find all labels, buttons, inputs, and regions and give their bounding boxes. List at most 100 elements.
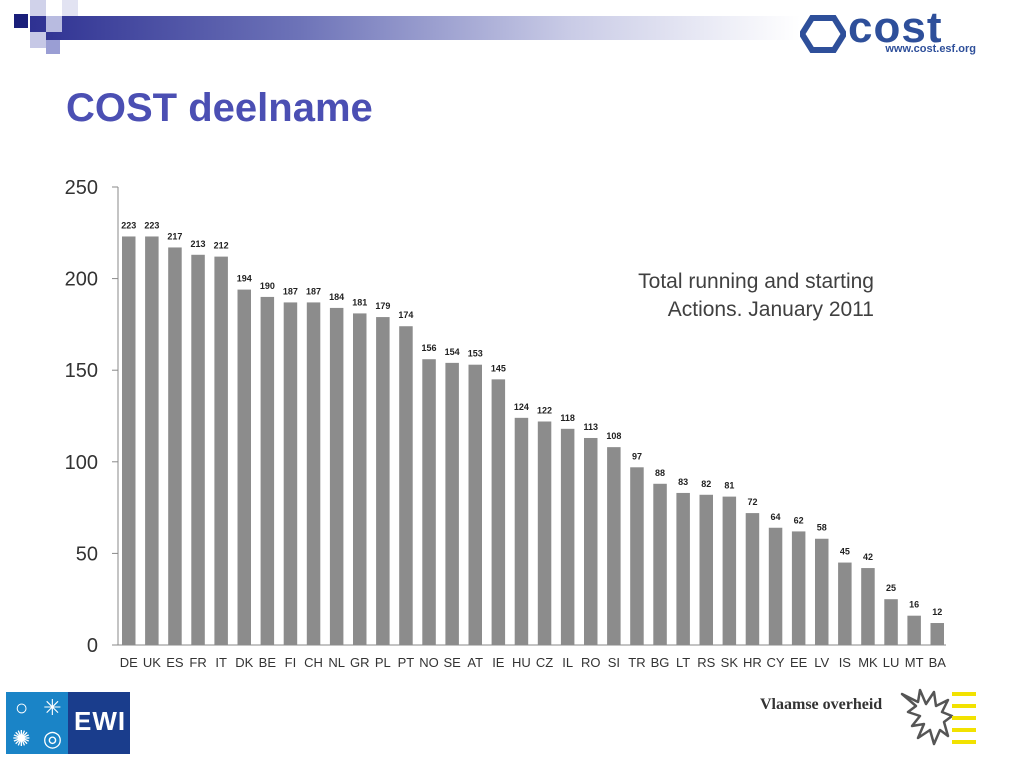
bar bbox=[676, 492, 690, 645]
category-label: UK bbox=[143, 655, 161, 670]
category-label: SE bbox=[443, 655, 461, 670]
category-label: GR bbox=[350, 655, 370, 670]
bar-value-label: 82 bbox=[701, 479, 711, 489]
bar-value-label: 212 bbox=[214, 241, 229, 251]
header-square bbox=[62, 0, 78, 16]
bar bbox=[399, 326, 413, 645]
bar-value-label: 62 bbox=[794, 515, 804, 525]
bar bbox=[468, 364, 482, 645]
ewi-logo: ○ ✳ ✺ ◎ EWI bbox=[6, 692, 130, 754]
category-label: FR bbox=[189, 655, 206, 670]
category-label: LV bbox=[814, 655, 829, 670]
y-tick-label: 250 bbox=[65, 177, 98, 199]
header-square bbox=[30, 32, 46, 48]
bar-value-label: 83 bbox=[678, 477, 688, 487]
bar-value-label: 58 bbox=[817, 523, 827, 533]
category-label: PL bbox=[375, 655, 391, 670]
y-tick-label: 0 bbox=[87, 635, 98, 657]
vlaamse-overheid-text: Vlaamse overheid bbox=[760, 696, 883, 713]
category-label: NO bbox=[419, 655, 439, 670]
bar bbox=[260, 296, 275, 645]
category-label: FI bbox=[285, 655, 297, 670]
bar bbox=[699, 494, 713, 645]
category-label: IS bbox=[839, 655, 852, 670]
annotation-line-1: Total running and starting bbox=[638, 270, 874, 293]
bar bbox=[838, 562, 852, 645]
category-label: RS bbox=[697, 655, 715, 670]
bar-value-label: 174 bbox=[398, 310, 413, 320]
bar bbox=[607, 447, 621, 645]
bar-value-label: 88 bbox=[655, 468, 665, 478]
header-square bbox=[30, 0, 46, 16]
bar bbox=[861, 568, 875, 645]
bar-value-label: 72 bbox=[747, 497, 757, 507]
bar-value-label: 156 bbox=[422, 343, 437, 353]
y-tick-label: 150 bbox=[65, 360, 98, 382]
flemish-lion-icon bbox=[900, 688, 954, 746]
category-label: BG bbox=[651, 655, 670, 670]
bar bbox=[815, 538, 829, 645]
bar-value-label: 223 bbox=[121, 220, 136, 230]
bar bbox=[283, 302, 298, 645]
bar bbox=[907, 615, 921, 645]
bar bbox=[237, 289, 251, 645]
category-label: TR bbox=[628, 655, 645, 670]
category-label: BA bbox=[929, 655, 947, 670]
bar-value-label: 45 bbox=[840, 547, 850, 557]
category-label: BE bbox=[259, 655, 277, 670]
bar bbox=[329, 307, 344, 645]
bar-value-label: 213 bbox=[191, 239, 206, 249]
bar-value-label: 181 bbox=[352, 297, 367, 307]
y-tick-label: 50 bbox=[76, 543, 98, 565]
bar bbox=[722, 496, 737, 645]
category-label: PT bbox=[398, 655, 415, 670]
bar bbox=[884, 599, 898, 645]
header-gradient-bar bbox=[30, 16, 800, 40]
category-label: CZ bbox=[536, 655, 553, 670]
header-square bbox=[14, 14, 28, 28]
bar-value-label: 97 bbox=[632, 451, 642, 461]
bar-value-label: 184 bbox=[329, 292, 344, 302]
bar bbox=[560, 428, 575, 645]
bar bbox=[191, 254, 205, 645]
bar-value-label: 12 bbox=[932, 607, 942, 617]
category-label: IT bbox=[215, 655, 227, 670]
bar bbox=[630, 467, 644, 645]
category-label: HR bbox=[743, 655, 762, 670]
page-title: COST deelname bbox=[66, 86, 373, 130]
cost-hexagon-icon bbox=[800, 15, 846, 53]
bar-value-label: 122 bbox=[537, 405, 552, 415]
bar-value-label: 153 bbox=[468, 349, 483, 359]
bar-value-label: 190 bbox=[260, 281, 275, 291]
bar bbox=[768, 527, 783, 645]
ewi-word-block: EWI bbox=[68, 692, 130, 754]
y-tick-label: 100 bbox=[65, 452, 98, 474]
category-label: HU bbox=[512, 655, 531, 670]
bar-value-label: 154 bbox=[445, 347, 460, 357]
category-label: MK bbox=[858, 655, 878, 670]
bar-value-label: 64 bbox=[771, 512, 781, 522]
bar-value-label: 25 bbox=[886, 583, 896, 593]
bar bbox=[653, 483, 667, 645]
bar-value-label: 16 bbox=[909, 600, 919, 610]
category-label: ES bbox=[166, 655, 184, 670]
category-label: LT bbox=[676, 655, 690, 670]
category-label: CH bbox=[304, 655, 323, 670]
bar bbox=[214, 256, 228, 645]
bar bbox=[930, 623, 944, 645]
snowflake-icon: ✳ bbox=[43, 695, 62, 720]
cost-url: www.cost.esf.org bbox=[885, 43, 976, 55]
category-label: NL bbox=[328, 655, 345, 670]
category-label: IE bbox=[492, 655, 505, 670]
bar-value-label: 194 bbox=[237, 274, 252, 284]
category-label: DK bbox=[235, 655, 253, 670]
bar bbox=[422, 359, 436, 645]
bar-value-label: 187 bbox=[283, 286, 298, 296]
category-label: LU bbox=[883, 655, 900, 670]
bar bbox=[491, 379, 506, 645]
bar bbox=[168, 247, 182, 645]
bar-value-label: 217 bbox=[167, 231, 182, 241]
cost-logo-text: cost bbox=[848, 3, 943, 52]
bar-value-label: 145 bbox=[491, 363, 506, 373]
target-icon: ◎ bbox=[42, 726, 63, 751]
